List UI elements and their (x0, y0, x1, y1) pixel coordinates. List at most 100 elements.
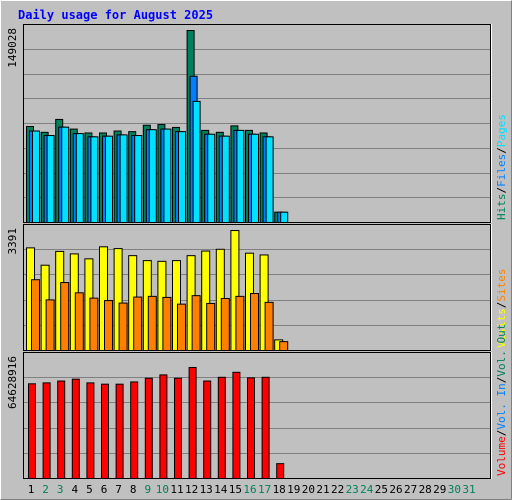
bar-volume-day-18 (276, 463, 285, 479)
bar-sites-day-12 (191, 295, 201, 352)
legend--label: / (495, 377, 508, 384)
day-label-29: 29 (433, 483, 446, 496)
day-label-15: 15 (229, 483, 242, 496)
day-label-17: 17 (258, 483, 271, 496)
bar-volume-day-15 (232, 371, 241, 479)
bar-sites-day-16 (250, 293, 259, 352)
legend-fileslabel: Files (495, 154, 508, 187)
day-label-14: 14 (214, 483, 228, 496)
bar-pages-day-14 (221, 135, 230, 223)
bar-visits-day-13 (201, 250, 211, 351)
bar-volume-day-8 (130, 381, 139, 479)
bar-sites-day-11 (177, 303, 186, 352)
day-label-7: 7 (115, 483, 122, 496)
bar-sites-day-10 (162, 296, 172, 351)
day-label-5: 5 (86, 483, 93, 496)
bar-volume-day-7 (115, 383, 124, 480)
bar-sites-day-15 (235, 295, 245, 352)
day-label-21: 21 (316, 483, 329, 496)
bar-volume-day-16 (247, 377, 255, 479)
panel-top-legend: Hits/Files/Pages (495, 114, 508, 220)
bar-sites-day-2 (45, 299, 55, 351)
day-label-27: 27 (404, 483, 417, 496)
bar-pages-day-13 (207, 133, 216, 223)
bar-volume-day-11 (174, 377, 182, 480)
bar-sites-day-3 (60, 282, 70, 352)
panel-bottom-legend: Volume/Vol. In/Vol. Out (495, 324, 508, 476)
bar-volume-day-17 (261, 376, 270, 480)
bar-pages-day-4 (75, 133, 84, 224)
day-label-30: 30 (448, 483, 461, 496)
bar-sites-day-18 (279, 341, 289, 351)
bar-sites-day-9 (147, 295, 157, 352)
bar-sites-day-13 (206, 302, 216, 351)
bar-volume-day-2 (42, 382, 51, 479)
bar-pages-day-3 (61, 126, 70, 223)
chart-labels: 149028 Hits/Files/Pages 3391 Visits/Sites 6 4… (6, 28, 508, 496)
bar-sites-day-6 (104, 300, 113, 351)
bar-pages-day-18 (280, 211, 289, 223)
bar-volume-day-12 (188, 366, 197, 479)
legend-volumelabel: Volume (495, 436, 508, 476)
legend-hitslabel: Hits (495, 194, 508, 221)
day-label-24: 24 (360, 483, 374, 496)
panel-top-max-label: 149028 (6, 28, 19, 68)
day-label-9: 9 (144, 483, 151, 496)
bar-volume-day-1 (28, 383, 36, 479)
day-label-12: 12 (185, 483, 198, 496)
day-label-20: 20 (302, 483, 315, 496)
bar-sites-day-1 (31, 279, 40, 352)
bar-pages-day-1 (32, 130, 40, 223)
bar-pages-day-15 (236, 129, 245, 224)
bar-volume-day-6 (101, 383, 109, 480)
bar-pages-day-16 (251, 133, 259, 223)
bar-pages-day-17 (265, 136, 274, 224)
day-label-10: 10 (156, 483, 169, 496)
legend-vol-outlabel: Vol. Out (495, 324, 508, 377)
legend--label: / (495, 187, 508, 194)
bar-pages-day-12 (192, 100, 201, 223)
bar-volume-day-4 (71, 378, 80, 480)
bar-pages-day-11 (178, 131, 186, 223)
panel-middle-legend: Visits/Sites (495, 269, 508, 349)
day-label-18: 18 (273, 483, 286, 496)
day-label-19: 19 (287, 483, 300, 496)
bar-pages-day-6 (105, 135, 113, 223)
chart-bars (26, 30, 289, 480)
bar-volume-day-10 (159, 374, 168, 479)
bar-visits-day-15 (230, 230, 240, 351)
bar-sites-day-5 (89, 297, 99, 351)
bar-sites-day-17 (264, 301, 274, 351)
bar-sites-day-14 (220, 297, 230, 352)
day-label-16: 16 (243, 483, 256, 496)
day-label-31: 31 (462, 483, 475, 496)
bar-sites-day-7 (118, 302, 128, 351)
day-label-22: 22 (331, 483, 344, 496)
day-label-4: 4 (71, 483, 78, 496)
bar-volume-day-9 (144, 377, 153, 480)
day-label-1: 1 (28, 483, 35, 496)
day-label-26: 26 (389, 483, 402, 496)
bar-pages-day-10 (163, 128, 172, 223)
bar-volume-day-14 (217, 376, 226, 480)
bar-pages-day-2 (46, 135, 55, 224)
bar-volume-day-13 (203, 380, 212, 479)
legend-siteslabel: Sites (495, 269, 508, 302)
bar-pages-day-7 (119, 134, 128, 223)
bar-pages-day-8 (134, 135, 143, 224)
day-label-3: 3 (57, 483, 64, 496)
day-label-25: 25 (375, 483, 388, 496)
panel-middle-max-label: 3391 (6, 228, 19, 255)
day-label-28: 28 (419, 483, 432, 496)
bar-volume-day-5 (86, 382, 95, 479)
chart-title: Daily usage for August 2025 (18, 8, 213, 22)
day-label-13: 13 (200, 483, 213, 496)
legend--label: / (495, 302, 508, 309)
day-label-2: 2 (42, 483, 49, 496)
legend--label: / (495, 147, 508, 154)
day-label-6: 6 (101, 483, 108, 496)
day-label-11: 11 (170, 483, 183, 496)
bar-sites-day-8 (133, 296, 143, 351)
bar-pages-day-5 (90, 136, 99, 224)
